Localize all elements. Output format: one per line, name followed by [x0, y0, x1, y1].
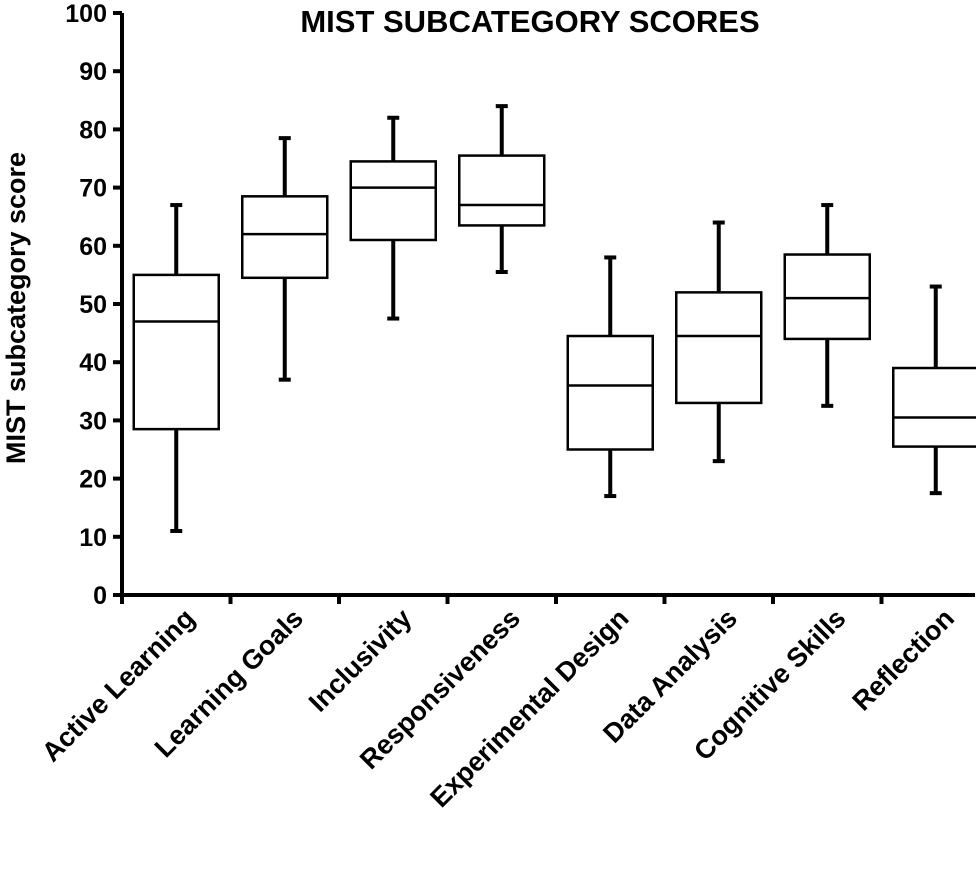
y-tick-label: 100	[65, 0, 107, 28]
y-tick-label: 90	[79, 58, 107, 86]
box-group	[675, 220, 763, 464]
iqr-box	[892, 366, 976, 448]
iqr-box	[566, 334, 654, 451]
box-group	[783, 203, 871, 408]
y-tick-label: 20	[79, 466, 107, 494]
boxes	[132, 104, 976, 533]
y-tick-label: 50	[79, 291, 107, 319]
y-tick-label: 60	[79, 233, 107, 261]
box-group	[241, 136, 329, 382]
iqr-box	[349, 160, 437, 242]
y-tick-label: 80	[79, 116, 107, 144]
y-tick-label: 10	[79, 524, 107, 552]
x-tick-label: Reflection	[846, 603, 960, 717]
iqr-box	[783, 253, 871, 341]
iqr-box	[132, 273, 220, 431]
y-axis-label: MIST subcategory score	[1, 152, 31, 464]
iqr-box	[458, 154, 546, 227]
y-tick-label: 0	[93, 582, 107, 610]
iqr-box	[675, 291, 763, 405]
y-tick-label: 70	[79, 175, 107, 203]
x-tick-label: Inclusivity	[303, 603, 418, 718]
box-group	[349, 115, 437, 321]
axes: 0 10 20 30 40 50 60 70 80 90 100	[65, 0, 975, 610]
box-group	[132, 203, 220, 533]
x-tick-label: Experimental Design	[424, 603, 634, 813]
box-group	[892, 284, 976, 496]
box-group	[566, 255, 654, 499]
y-tick-label: 30	[79, 407, 107, 435]
iqr-box	[241, 195, 329, 280]
box-group	[458, 104, 546, 274]
chart-title: MIST SUBCATEGORY SCORES	[300, 4, 759, 39]
y-tick-label: 40	[79, 349, 107, 377]
